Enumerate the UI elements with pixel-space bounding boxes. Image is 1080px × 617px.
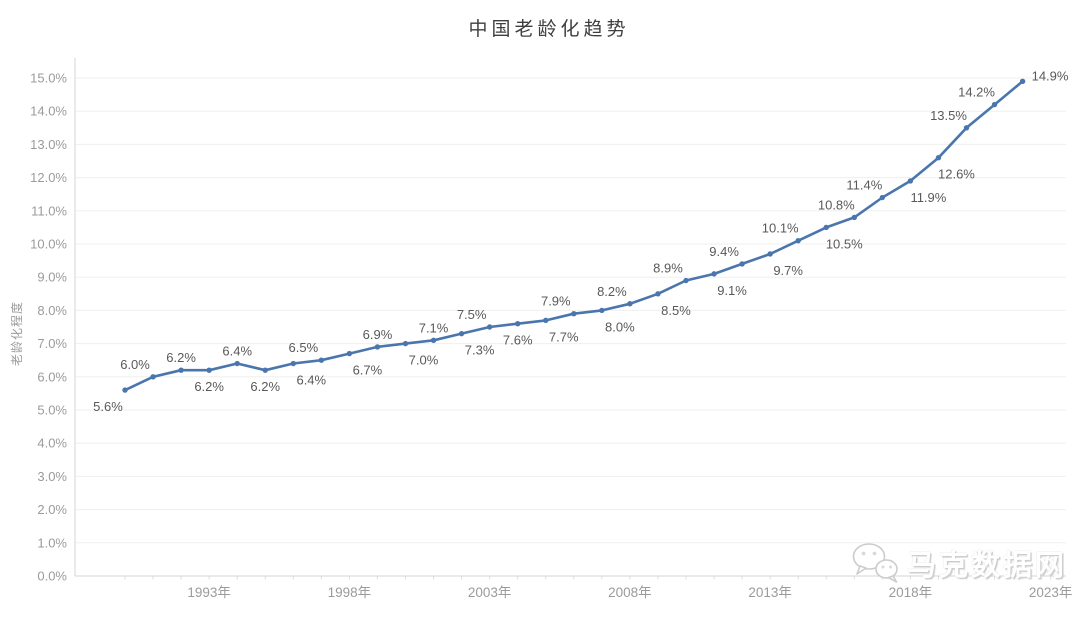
data-point-marker [683, 277, 689, 284]
x-tick-label: 2013年 [748, 585, 792, 600]
data-point-marker [262, 367, 268, 373]
y-tick-label: 12.0% [30, 170, 67, 185]
data-point-label: 14.2% [958, 85, 995, 100]
data-point-label: 6.2% [250, 379, 280, 394]
data-point-marker [430, 337, 437, 343]
y-tick-label: 9.0% [37, 270, 67, 285]
data-point-label: 6.2% [166, 350, 196, 365]
y-tick-label: 3.0% [37, 469, 67, 484]
data-point-label: 7.3% [465, 343, 495, 358]
data-point-label: 6.5% [289, 340, 319, 355]
data-point-label: 7.7% [549, 329, 579, 344]
data-point-marker [655, 291, 661, 297]
data-point-marker [879, 194, 886, 201]
data-point-label: 14.9% [1032, 68, 1069, 83]
data-point-marker [851, 214, 857, 221]
y-tick-label: 1.0% [37, 535, 67, 550]
data-point-label: 6.7% [353, 363, 383, 378]
y-tick-label: 8.0% [37, 303, 67, 318]
data-point-label: 9.4% [709, 244, 739, 259]
data-point-label: 7.5% [457, 307, 487, 322]
y-tick-label: 14.0% [30, 104, 67, 119]
data-point-label: 8.0% [605, 319, 635, 334]
data-point-label: 7.0% [409, 353, 439, 368]
chart-title: 中国老龄化趋势 [468, 19, 630, 40]
data-point-marker [234, 360, 240, 367]
data-point-label: 7.9% [541, 294, 571, 309]
data-point-marker [543, 317, 549, 324]
data-point-marker [907, 178, 914, 184]
data-point-label: 9.7% [773, 263, 803, 278]
data-point-label: 8.2% [597, 284, 627, 299]
data-point-label: 11.4% [846, 178, 882, 193]
data-point-marker [402, 340, 409, 347]
data-point-label: 5.6% [93, 399, 123, 414]
data-point-marker [290, 360, 296, 367]
data-point-marker [458, 330, 465, 337]
y-tick-label: 0.0% [37, 569, 67, 584]
data-point-marker [599, 307, 605, 314]
data-point-label: 6.9% [363, 327, 393, 342]
data-point-marker [318, 357, 325, 363]
data-point-marker [739, 261, 745, 267]
data-point-label: 6.0% [120, 357, 150, 372]
y-tick-label: 2.0% [37, 502, 67, 517]
data-point-label: 10.8% [818, 197, 855, 212]
data-point-label: 6.2% [194, 379, 224, 394]
y-tick-label: 15.0% [30, 71, 67, 86]
y-tick-label: 13.0% [30, 137, 67, 152]
data-point-marker [991, 101, 998, 108]
data-point-marker [627, 301, 633, 307]
data-point-marker [767, 251, 773, 257]
data-point-label: 13.5% [930, 108, 967, 123]
data-point-label: 12.6% [938, 167, 975, 182]
data-point-marker [374, 344, 381, 350]
data-point-marker [935, 154, 942, 161]
y-tick-label: 7.0% [37, 336, 67, 351]
data-point-marker [178, 367, 184, 373]
data-point-label: 10.5% [826, 236, 863, 251]
data-point-marker [963, 125, 970, 131]
data-point-label: 8.5% [661, 303, 691, 318]
data-point-marker [571, 311, 577, 317]
data-point-marker [206, 367, 212, 373]
x-tick-label: 1998年 [328, 585, 372, 600]
data-point-marker [711, 271, 717, 277]
y-tick-label: 11.0% [31, 203, 67, 218]
data-point-marker [1019, 78, 1026, 85]
data-point-label: 9.1% [717, 283, 747, 298]
x-tick-label: 2003年 [468, 585, 512, 600]
data-point-label: 11.9% [910, 190, 946, 205]
data-point-label: 6.4% [222, 344, 252, 359]
data-point-marker [150, 374, 156, 380]
data-point-marker [486, 324, 493, 330]
data-point-label: 10.1% [762, 221, 799, 236]
x-tick-label: 1993年 [187, 585, 231, 600]
data-point-label: 7.1% [419, 320, 449, 335]
data-point-label: 7.6% [503, 333, 533, 348]
data-point-label: 6.4% [296, 373, 326, 388]
data-point-marker [795, 237, 801, 244]
data-point-label: 8.9% [653, 261, 683, 276]
y-tick-label: 6.0% [37, 369, 67, 384]
x-tick-label: 2023年 [1029, 585, 1073, 600]
y-tick-label: 4.0% [37, 436, 67, 451]
y-tick-label: 10.0% [30, 237, 67, 252]
data-point-marker [346, 350, 353, 357]
data-point-marker [823, 224, 829, 231]
x-tick-label: 2018年 [889, 585, 933, 600]
data-point-marker [122, 387, 128, 393]
x-tick-label: 2008年 [608, 585, 652, 600]
y-tick-label: 5.0% [37, 403, 67, 418]
data-point-marker [515, 320, 521, 327]
